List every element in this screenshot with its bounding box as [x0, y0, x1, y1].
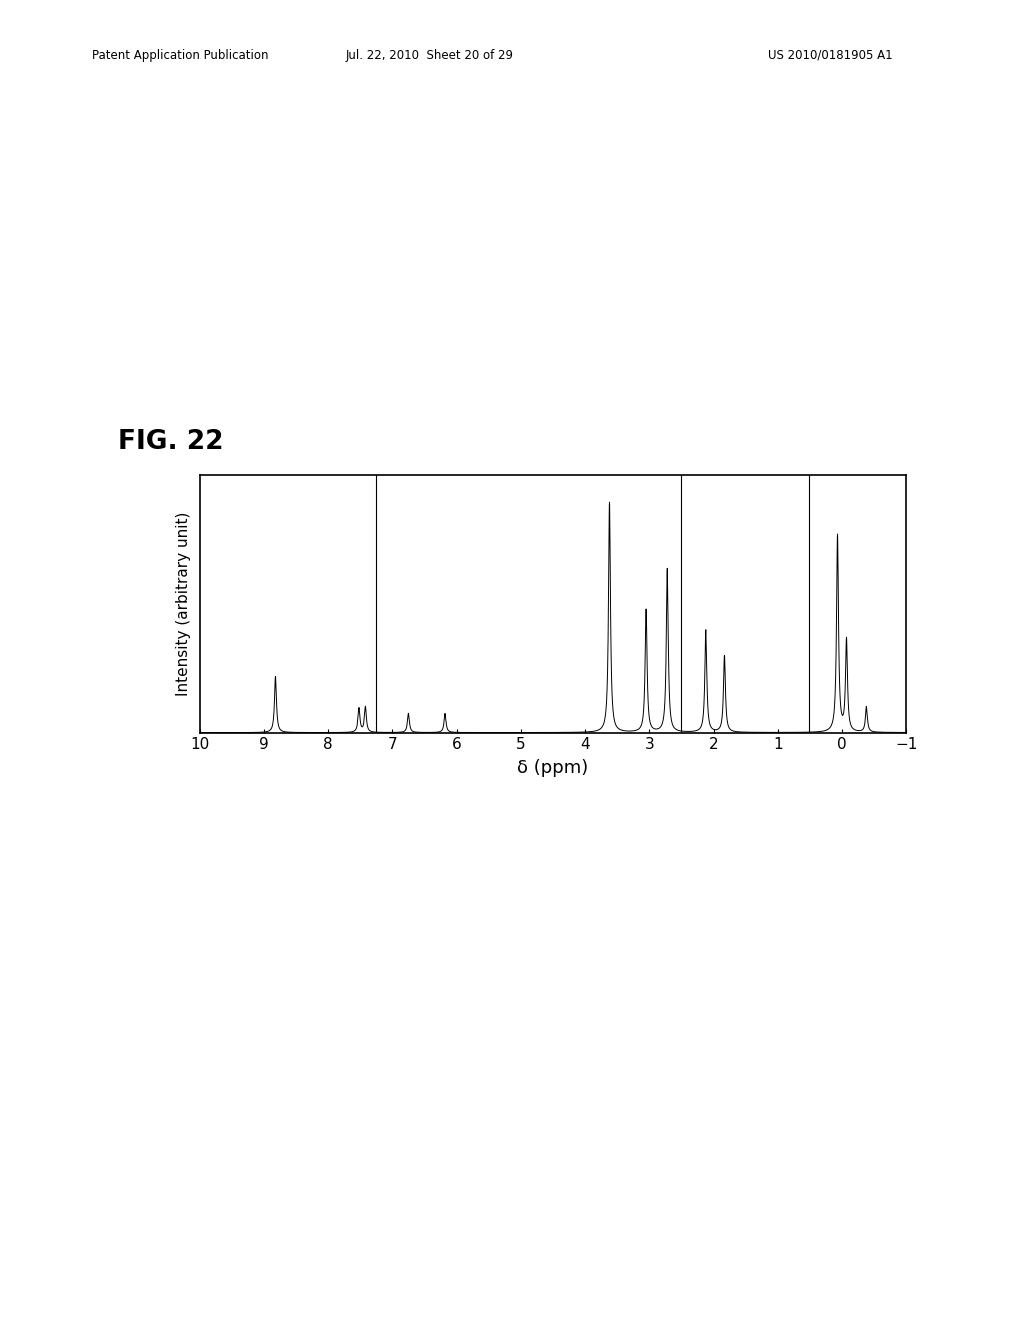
Y-axis label: Intensity (arbitrary unit): Intensity (arbitrary unit): [176, 512, 191, 696]
Text: FIG. 22: FIG. 22: [118, 429, 223, 455]
X-axis label: δ (ppm): δ (ppm): [517, 759, 589, 776]
Text: Patent Application Publication: Patent Application Publication: [92, 49, 268, 62]
Text: Jul. 22, 2010  Sheet 20 of 29: Jul. 22, 2010 Sheet 20 of 29: [346, 49, 514, 62]
Text: US 2010/0181905 A1: US 2010/0181905 A1: [768, 49, 893, 62]
